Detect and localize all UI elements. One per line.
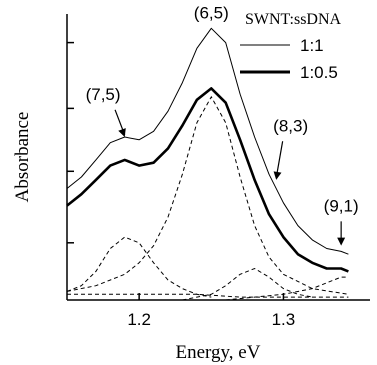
y-axis-title: Absorbance: [12, 112, 33, 203]
legend: SWNT:ssDNA 1:1 1:0.5: [240, 11, 342, 82]
fit-component-3: [182, 267, 313, 301]
annotation-arrow-3: [275, 141, 284, 178]
x-axis-title: Energy, eV: [176, 342, 261, 363]
annotation-arrowhead-2: [118, 128, 126, 137]
annotation-arrowhead-3: [273, 171, 282, 180]
axes: [66, 14, 370, 301]
annotation-label-3: (8,3): [273, 116, 308, 135]
annotation-label-1: (6,5): [194, 3, 229, 22]
legend-label-1-0.5: 1:0.5: [300, 63, 338, 82]
legend-title: SWNT:ssDNA: [245, 11, 342, 28]
fit-component-2: [66, 95, 349, 295]
annotation-label-2: (7,5): [86, 85, 121, 104]
fit-components: [66, 95, 349, 301]
x-tick-label: 1.2: [127, 310, 151, 329]
series-line-1-0.5: [66, 87, 349, 273]
annotation-arrowhead-4: [337, 237, 346, 246]
x-ticks: 1.2 1.3: [127, 293, 295, 329]
fit-component-1: [66, 236, 212, 298]
series-line-1-1: [66, 27, 349, 255]
legend-label-1-1: 1:1: [300, 36, 324, 55]
data-series: [66, 27, 349, 273]
fit-component-4: [225, 276, 349, 301]
annotation-label-4: (9,1): [324, 196, 359, 215]
fit-component-5: [67, 293, 349, 298]
x-tick-label: 1.3: [272, 310, 296, 329]
annotations: (6,5) (7,5) (8,3) (9,1): [86, 3, 359, 246]
y-ticks: [67, 41, 74, 244]
